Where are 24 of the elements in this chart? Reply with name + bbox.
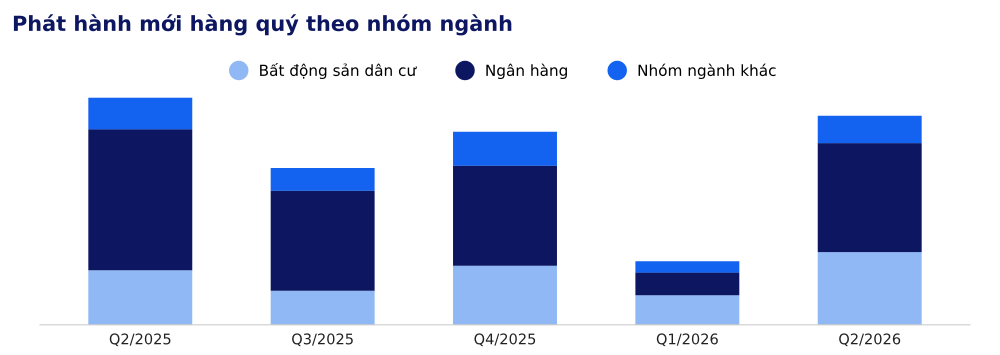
legend-label: Ngân hàng [486,64,567,80]
x-tick-label: Q2/2025 [110,333,170,346]
bar [818,116,922,144]
x-tick-label: Q2/2026 [839,333,900,346]
bar [635,295,740,325]
bar [818,252,922,325]
legend-label: Bất động sản dân cư [260,62,417,80]
bar [818,143,922,252]
bar [270,190,375,291]
bar [88,98,192,130]
bar [453,166,557,266]
x-tick-label: Q3/2025 [292,333,353,346]
bar [453,132,557,166]
bar [635,272,740,296]
bar [270,168,375,191]
bar [88,270,192,325]
bar [88,129,192,270]
x-tick-label: Q1/2026 [656,333,718,346]
x-tick-label: Q4/2025 [474,333,536,346]
bar [635,261,740,273]
legend-label: Nhóm ngành khác [638,64,776,80]
bar [453,266,557,325]
chart-title: Phát hành mới hàng quý theo nhóm ngành [14,14,512,36]
bar [270,290,375,325]
